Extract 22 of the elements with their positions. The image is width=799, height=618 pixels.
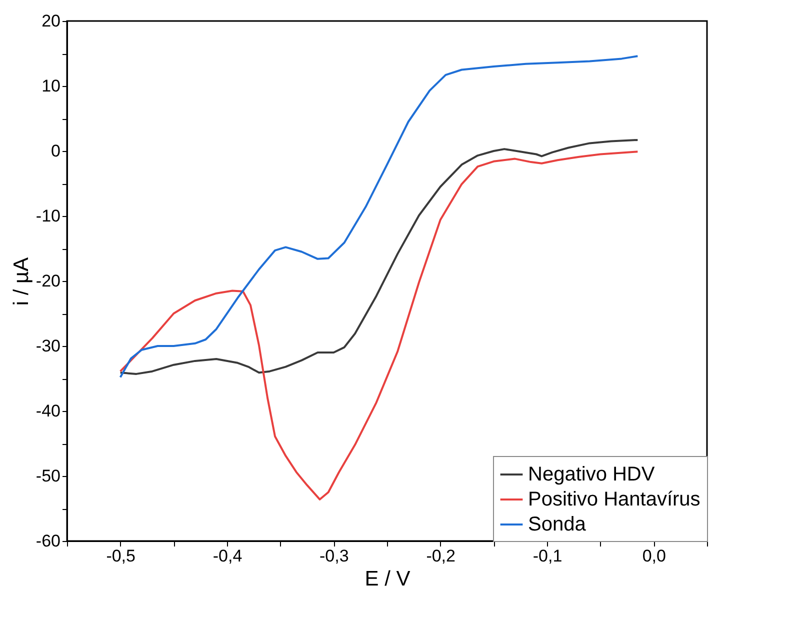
y-tick-label: 20 — [42, 12, 60, 30]
x-tick-label: -0,4 — [212, 546, 242, 566]
y-tick-label: -20 — [36, 272, 60, 290]
y-axis-title: i / µA — [10, 257, 33, 306]
y-tick-label: -50 — [36, 466, 60, 486]
y-tick-label: -40 — [36, 402, 60, 420]
legend-label: Positivo Hantavírus — [528, 488, 700, 510]
y-tick-label: -60 — [36, 532, 60, 550]
x-tick-label: -0,5 — [106, 546, 136, 566]
x-tick-label: -0,1 — [532, 546, 562, 566]
y-tick-label: -10 — [36, 206, 60, 226]
x-axis-title: E / V — [364, 568, 410, 590]
x-tick-label: -0,2 — [426, 546, 456, 566]
line-series — [119, 55, 639, 378]
line-series — [119, 138, 639, 375]
y-tick-label: -30 — [36, 336, 60, 356]
x-tick-label: 0,0 — [642, 546, 666, 566]
x-tick-label: -0,3 — [320, 546, 349, 566]
legend-label: Negativo HDV — [528, 464, 656, 486]
y-tick-label: 10 — [42, 76, 60, 96]
y-tick-label: 0 — [51, 142, 60, 160]
legend-label: Sonda — [528, 514, 587, 536]
